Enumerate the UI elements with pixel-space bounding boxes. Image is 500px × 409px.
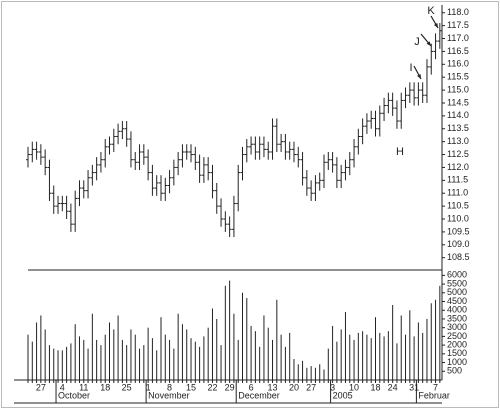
- y2-tick-label: 5500: [447, 278, 467, 288]
- y-tick-label: 109.0: [447, 239, 470, 249]
- x-tick-label: 25: [122, 382, 132, 392]
- y-tick-label: 111.5: [447, 175, 468, 185]
- annotation: H: [396, 146, 404, 158]
- y-tick-label: 113.5: [447, 123, 469, 133]
- y-tick-label: 116.0: [447, 59, 469, 69]
- month-label: October: [58, 390, 90, 400]
- x-tick-label: 22: [207, 382, 217, 392]
- y-tick-label: 117.0: [447, 33, 469, 43]
- y-tick-label: 116.5: [447, 46, 469, 56]
- x-tick-label: 18: [100, 382, 110, 392]
- annotation: K: [427, 5, 435, 17]
- x-tick-label: 24: [388, 382, 398, 392]
- month-label: November: [148, 390, 190, 400]
- x-tick-label: 1: [146, 382, 151, 392]
- y2-tick-label: 5000: [447, 287, 467, 297]
- annotation: J: [414, 36, 420, 48]
- y2-tick-label: 1000: [447, 357, 467, 367]
- y-tick-label: 113.0: [447, 136, 469, 146]
- x-tick-label: 31: [409, 382, 419, 392]
- y-tick-label: 115.0: [447, 84, 469, 94]
- month-label: December: [238, 390, 280, 400]
- x-tick-label: 4: [60, 382, 65, 392]
- y2-tick-label: 4500: [447, 296, 467, 306]
- month-label: Februar: [418, 390, 450, 400]
- y-tick-label: 108.5: [447, 252, 470, 262]
- x-tick-label: 6: [249, 382, 254, 392]
- y-tick-label: 117.5: [447, 20, 469, 30]
- x-tick-label: 11: [79, 382, 88, 392]
- y2-tick-label: 3000: [447, 322, 467, 332]
- y2-tick-label: 500: [447, 366, 462, 376]
- x-tick-label: 15: [186, 382, 196, 392]
- month-label: 2005: [333, 390, 353, 400]
- y2-tick-label: 2000: [447, 339, 467, 349]
- y-tick-label: 112.5: [447, 149, 469, 159]
- y-tick-label: 111.0: [447, 188, 468, 198]
- y-tick-label: 109.5: [447, 226, 470, 236]
- annotation-arrowhead: [426, 41, 431, 46]
- y-tick-label: 112.0: [447, 162, 469, 172]
- x-tick-label: 7: [433, 382, 438, 392]
- x-tick-label: 13: [268, 382, 278, 392]
- annotation: I: [409, 62, 412, 74]
- y-tick-label: 114.0: [447, 110, 469, 120]
- annotation-arrowhead: [433, 23, 438, 28]
- y2-tick-label: 6000: [447, 270, 467, 280]
- y-tick-label: 118.0: [447, 7, 469, 17]
- y-tick-label: 115.5: [447, 72, 469, 82]
- x-tick-label: 27: [306, 382, 316, 392]
- y2-tick-label: 2500: [447, 331, 467, 341]
- y2-tick-label: 1500: [447, 348, 467, 358]
- x-tick-label: 10: [349, 382, 359, 392]
- x-tick-label: 27: [36, 382, 46, 392]
- x-tick-label: 20: [289, 382, 299, 392]
- x-tick-label: 18: [370, 382, 380, 392]
- annotation-arrowhead: [417, 74, 421, 79]
- y2-tick-label: 4000: [447, 305, 467, 315]
- y-tick-label: 114.5: [447, 97, 469, 107]
- x-tick-label: 8: [167, 382, 172, 392]
- y-tick-label: 110.0: [447, 213, 469, 223]
- x-tick-label: 3: [330, 382, 335, 392]
- x-tick-label: 29: [225, 382, 235, 392]
- y-tick-label: 110.5: [447, 200, 469, 210]
- y2-tick-label: 3500: [447, 313, 467, 323]
